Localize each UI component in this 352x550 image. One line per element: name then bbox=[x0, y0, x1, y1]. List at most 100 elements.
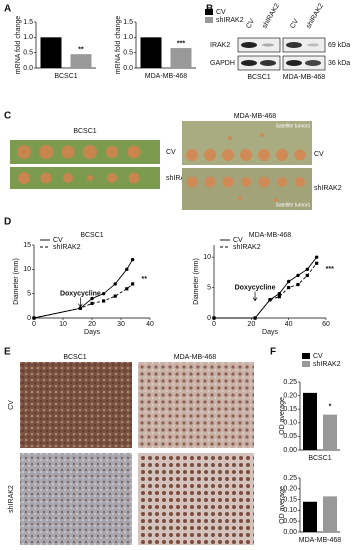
band bbox=[262, 43, 274, 47]
bar bbox=[303, 392, 317, 450]
x-axis-label: BCSC1 bbox=[54, 73, 77, 80]
row-label: IRAK2 bbox=[210, 42, 230, 49]
size-label: 69 kDa bbox=[328, 42, 350, 49]
blot-box bbox=[282, 55, 326, 71]
y-tick-label: 0.20 bbox=[283, 486, 297, 493]
band bbox=[307, 43, 319, 47]
legend-label: shIRAK2 bbox=[216, 17, 244, 24]
y-axis-label: Diameter (mm) bbox=[193, 258, 200, 305]
band bbox=[286, 42, 302, 48]
series-line bbox=[33, 283, 133, 319]
y-tick-label: 1.0 bbox=[23, 34, 33, 41]
y-tick-label: 0.10 bbox=[283, 420, 297, 427]
marker bbox=[253, 316, 257, 320]
marker bbox=[314, 255, 319, 259]
x-tick-label: 10 bbox=[59, 321, 67, 328]
y-tick-label: 0.00 bbox=[283, 447, 297, 454]
band bbox=[305, 60, 321, 66]
x-tick-label: 30 bbox=[117, 321, 125, 328]
ihc-images: BCSC1 MDA-MB-468 CV shIRAK2 bbox=[8, 354, 254, 545]
y-tick-label: 0.10 bbox=[283, 507, 297, 514]
marker bbox=[305, 273, 309, 278]
annotation-arrow bbox=[78, 297, 83, 308]
row-label: CV bbox=[8, 400, 15, 410]
legend-swatch bbox=[302, 353, 310, 359]
marker bbox=[268, 298, 272, 302]
legend-label: shIRAK2 bbox=[233, 244, 261, 251]
western-blot: CV shIRAK2 CV shIRAK2 IRAK2 GAPDH 69 kDa… bbox=[210, 2, 350, 80]
blot-box bbox=[237, 37, 281, 53]
legend-swatch bbox=[205, 17, 213, 23]
panel-letter: F bbox=[270, 347, 276, 358]
marker bbox=[286, 279, 291, 284]
group-label: BCSC1 bbox=[247, 74, 270, 81]
panel-letter: E bbox=[4, 347, 11, 358]
y-tick-label: 0.25 bbox=[283, 379, 297, 386]
y-axis-label: mRNA fold change bbox=[115, 16, 122, 74]
marker bbox=[287, 285, 291, 290]
marker bbox=[125, 267, 129, 272]
y-tick-label: 15 bbox=[23, 242, 31, 249]
legend-swatch bbox=[205, 9, 213, 15]
bar bbox=[140, 37, 162, 68]
row-label: shIRAK2 bbox=[166, 175, 194, 182]
lane-label: shIRAK2 bbox=[305, 2, 325, 30]
annotation: ** bbox=[141, 276, 147, 283]
panel-letter: A bbox=[4, 4, 11, 15]
y-tick-label: 0.5 bbox=[123, 50, 133, 57]
row-label: GAPDH bbox=[210, 60, 235, 67]
y-tick-label: 10 bbox=[203, 254, 211, 261]
legend-label: CV bbox=[233, 237, 243, 244]
annotation: ** bbox=[78, 46, 84, 53]
photo-note: Satellite tumors bbox=[276, 123, 311, 129]
lane-label: CV bbox=[245, 18, 256, 30]
bar bbox=[70, 54, 92, 68]
legend-label: CV bbox=[216, 9, 226, 16]
marker bbox=[90, 296, 94, 301]
chart-title: MDA-MB-468 bbox=[249, 232, 292, 239]
column-label: MDA-MB-468 bbox=[174, 354, 217, 361]
marker bbox=[296, 273, 300, 278]
legend-label: CV bbox=[53, 237, 63, 244]
x-axis-label: MDA-MB-468 bbox=[145, 73, 188, 80]
x-tick-label: 0 bbox=[212, 321, 216, 328]
marker bbox=[212, 316, 216, 320]
marker bbox=[131, 282, 135, 286]
band bbox=[241, 60, 257, 66]
x-tick-label: 40 bbox=[146, 321, 154, 328]
y-tick-label: 0.05 bbox=[283, 433, 297, 440]
photo bbox=[182, 168, 312, 210]
group-label: MDA-MB-468 bbox=[234, 113, 277, 120]
series-line bbox=[214, 262, 318, 319]
marker bbox=[315, 261, 319, 265]
tumors bbox=[186, 133, 306, 202]
lane-label: shIRAK2 bbox=[261, 2, 281, 30]
panel-letter: C bbox=[4, 111, 11, 122]
legend-label: shIRAK2 bbox=[53, 244, 81, 251]
chart-title: BCSC1 bbox=[80, 232, 103, 239]
y-axis-label: Diameter (mm) bbox=[13, 258, 20, 305]
group-label: MDA-MB-468 bbox=[283, 74, 326, 81]
marker bbox=[102, 299, 106, 303]
marker bbox=[277, 295, 281, 299]
x-tick-label: 20 bbox=[88, 321, 96, 328]
marker bbox=[125, 287, 129, 291]
marker bbox=[113, 294, 117, 298]
x-axis-label: BCSC1 bbox=[308, 455, 331, 462]
marker bbox=[296, 282, 300, 287]
bar bbox=[40, 37, 62, 68]
y-tick-label: 0.20 bbox=[283, 392, 297, 399]
band bbox=[260, 60, 276, 66]
marker bbox=[101, 291, 106, 296]
annotation: *** bbox=[177, 40, 185, 47]
x-axis-label: Days bbox=[84, 329, 100, 336]
x-tick-label: 0 bbox=[32, 321, 36, 328]
x-axis-label: Days bbox=[262, 329, 278, 336]
bar bbox=[170, 48, 192, 68]
photo-note: Satellite tumors bbox=[276, 202, 311, 208]
row-label: CV bbox=[314, 151, 324, 158]
panel-letter: D bbox=[4, 217, 11, 228]
y-tick-label: 0.0 bbox=[123, 65, 133, 72]
ihc-image bbox=[20, 362, 132, 448]
